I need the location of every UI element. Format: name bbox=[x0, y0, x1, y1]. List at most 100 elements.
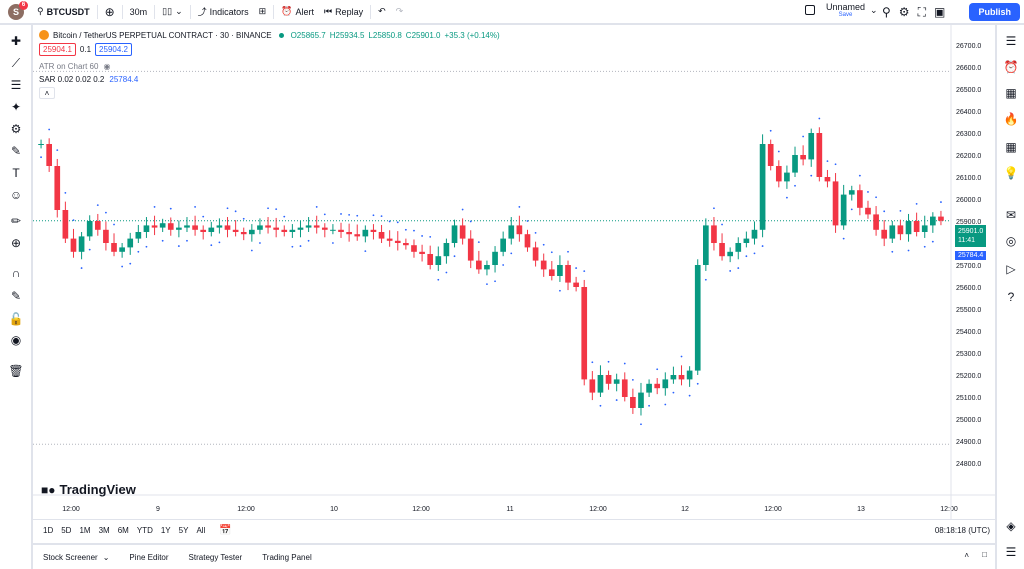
streams-icon[interactable]: ◎ bbox=[1005, 234, 1017, 248]
candle-body bbox=[921, 225, 928, 232]
tab-label: Trading Panel bbox=[262, 552, 312, 562]
price-tick-label: 25100.0 bbox=[956, 395, 981, 402]
sar-dot bbox=[477, 241, 480, 244]
sar-dot bbox=[745, 255, 748, 258]
candle-body bbox=[792, 155, 798, 173]
chart-canvas[interactable]: 26700.0 26600.0 26500.0 26400.0 26300.0 26200… bbox=[33, 25, 995, 519]
notifications-icon[interactable]: ▷ bbox=[1006, 262, 1016, 276]
lock-icon[interactable]: 🔓 bbox=[8, 312, 24, 326]
layout-checkbox-icon bbox=[805, 5, 815, 15]
alerts-icon[interactable]: ⏰ bbox=[1003, 60, 1019, 74]
time-tick-label: 12:00 bbox=[940, 506, 958, 513]
range-1d[interactable]: 1D bbox=[43, 526, 54, 535]
interval-label: 30m bbox=[129, 6, 148, 17]
calendar-icon[interactable]: ▦ bbox=[1005, 140, 1017, 154]
undo-button[interactable]: ↶ bbox=[373, 0, 391, 24]
calendar-icon[interactable]: 📅 bbox=[219, 525, 232, 536]
compare-button[interactable]: ⊕ bbox=[100, 0, 120, 24]
help-icon[interactable]: ? bbox=[1007, 290, 1015, 304]
interval-button[interactable]: 30m bbox=[125, 0, 153, 24]
text-icon[interactable]: T bbox=[12, 166, 20, 180]
lock-drawings-icon[interactable]: ✎ bbox=[10, 289, 22, 303]
ruler-icon[interactable]: ✏ bbox=[10, 214, 22, 228]
chart-pane[interactable]: 26700.0 26600.0 26500.0 26400.0 26300.0 26200… bbox=[33, 25, 995, 543]
fullscreen-icon[interactable]: ⛶ bbox=[917, 4, 926, 19]
range-6m[interactable]: 6M bbox=[117, 526, 129, 535]
zoom-in-icon[interactable]: ⊕ bbox=[10, 236, 22, 250]
sar-dot bbox=[121, 265, 124, 268]
collapse-legend-button[interactable]: ˄ bbox=[39, 87, 55, 99]
sar-dot bbox=[891, 250, 894, 253]
trash-icon[interactable]: 🗑 bbox=[8, 364, 24, 378]
range-ytd[interactable]: YTD bbox=[136, 526, 153, 535]
range-1m[interactable]: 1M bbox=[79, 526, 91, 535]
sar-dot bbox=[145, 245, 148, 248]
chat-icon[interactable]: ✉ bbox=[1005, 208, 1017, 222]
sell-button[interactable]: 25904.1 bbox=[39, 43, 76, 56]
horizontal-lines-icon[interactable]: ☰ bbox=[10, 78, 22, 92]
clock[interactable]: 08:18:18 (UTC) bbox=[934, 526, 990, 535]
quick-search-icon[interactable]: ⚲ bbox=[882, 5, 891, 19]
range-1y[interactable]: 1Y bbox=[160, 526, 171, 535]
layers-icon[interactable]: ◈ bbox=[1006, 519, 1016, 533]
sar-dot bbox=[137, 250, 140, 253]
buy-button[interactable]: 25904.2 bbox=[95, 43, 132, 56]
forecast-icon[interactable]: ⚙ bbox=[10, 122, 22, 136]
magnet-icon[interactable]: ∩ bbox=[11, 266, 21, 280]
sar-dot bbox=[453, 255, 456, 258]
camera-icon[interactable]: ▣ bbox=[933, 5, 946, 19]
emoji-icon[interactable]: ☺ bbox=[9, 188, 23, 202]
chart-type-button[interactable]: ▯▯ ⌄ bbox=[157, 0, 187, 24]
layout-menu[interactable]: Unnamed Save ⌄ bbox=[805, 2, 878, 18]
tab-stock-screener[interactable]: Stock Screener ⌄ bbox=[33, 553, 119, 562]
candle-body bbox=[751, 229, 758, 239]
atr-indicator-row[interactable]: ATR on Chart 60 ◉ bbox=[39, 62, 500, 71]
redo-button[interactable]: ↷ bbox=[391, 0, 409, 24]
layout-name: Unnamed bbox=[826, 2, 866, 12]
watchlist-icon[interactable]: ☰ bbox=[1005, 34, 1017, 48]
eye-icon[interactable]: ◉ bbox=[103, 62, 111, 71]
drawing-toolbar: ✚ ⟋ ☰ ✦ ⚙ ✎ T ☺ ✏ ⊕ ∩ ✎ 🔓 ◉ 🗑 bbox=[0, 25, 32, 569]
sar-dot bbox=[526, 220, 529, 222]
eye-icon[interactable]: ◉ bbox=[10, 333, 22, 347]
range-5y[interactable]: 5Y bbox=[178, 526, 189, 535]
tab-strategy-tester[interactable]: Strategy Tester bbox=[179, 553, 253, 562]
symbol-search[interactable]: ⚲ BTCUSDT bbox=[32, 0, 95, 24]
tab-trading-panel[interactable]: Trading Panel bbox=[252, 553, 322, 562]
brush-icon[interactable]: ✎ bbox=[10, 144, 22, 158]
crosshair-icon[interactable]: ✚ bbox=[10, 34, 22, 48]
chevron-down-icon[interactable]: ⌄ bbox=[870, 4, 878, 15]
object-tree-icon[interactable]: ▦ bbox=[1005, 86, 1017, 100]
range-3m[interactable]: 3M bbox=[98, 526, 110, 535]
maximize-icon[interactable]: □ bbox=[982, 550, 987, 559]
chevron-up-icon[interactable]: ˄ bbox=[964, 551, 969, 560]
sar-dot bbox=[542, 243, 545, 246]
publish-button[interactable]: Publish bbox=[969, 3, 1020, 21]
range-all[interactable]: All bbox=[196, 526, 206, 535]
range-5d[interactable]: 5D bbox=[61, 526, 72, 535]
candle-body bbox=[135, 232, 142, 239]
tab-pine-editor[interactable]: Pine Editor bbox=[119, 553, 178, 562]
candle-body bbox=[216, 225, 223, 228]
menu-icon[interactable]: ☰ bbox=[1005, 545, 1017, 559]
trend-line-icon[interactable]: ⟋ bbox=[11, 55, 21, 70]
sar-dot bbox=[315, 206, 318, 208]
candle-body bbox=[330, 229, 336, 231]
replay-button[interactable]: ⏮ Replay bbox=[319, 0, 368, 24]
save-label[interactable]: Save bbox=[838, 12, 853, 18]
range-bar: 1D 5D 1M 3M 6M YTD 1Y 5Y All 📅 08:18:18 (UTC) bbox=[33, 519, 995, 541]
gear-icon[interactable]: ⚙ bbox=[898, 5, 910, 19]
indicators-button[interactable]: ⤴ Indicators bbox=[193, 0, 254, 24]
templates-button[interactable]: ⊞ bbox=[254, 0, 272, 24]
alert-button[interactable]: ⏰ Alert bbox=[276, 0, 319, 24]
ideas-icon[interactable]: 💡 bbox=[1003, 166, 1019, 180]
tv-logo-icon: ■● bbox=[41, 482, 56, 497]
sar-indicator-row[interactable]: SAR 0.02 0.02 0.2 25784.4 bbox=[39, 75, 500, 84]
candle-body bbox=[889, 225, 896, 239]
sar-dot bbox=[802, 135, 805, 138]
candle-body bbox=[638, 392, 644, 408]
price-tick-label: 26600.0 bbox=[956, 65, 981, 72]
hotlist-icon[interactable]: 🔥 bbox=[1003, 112, 1019, 126]
pattern-icon[interactable]: ✦ bbox=[10, 100, 22, 114]
